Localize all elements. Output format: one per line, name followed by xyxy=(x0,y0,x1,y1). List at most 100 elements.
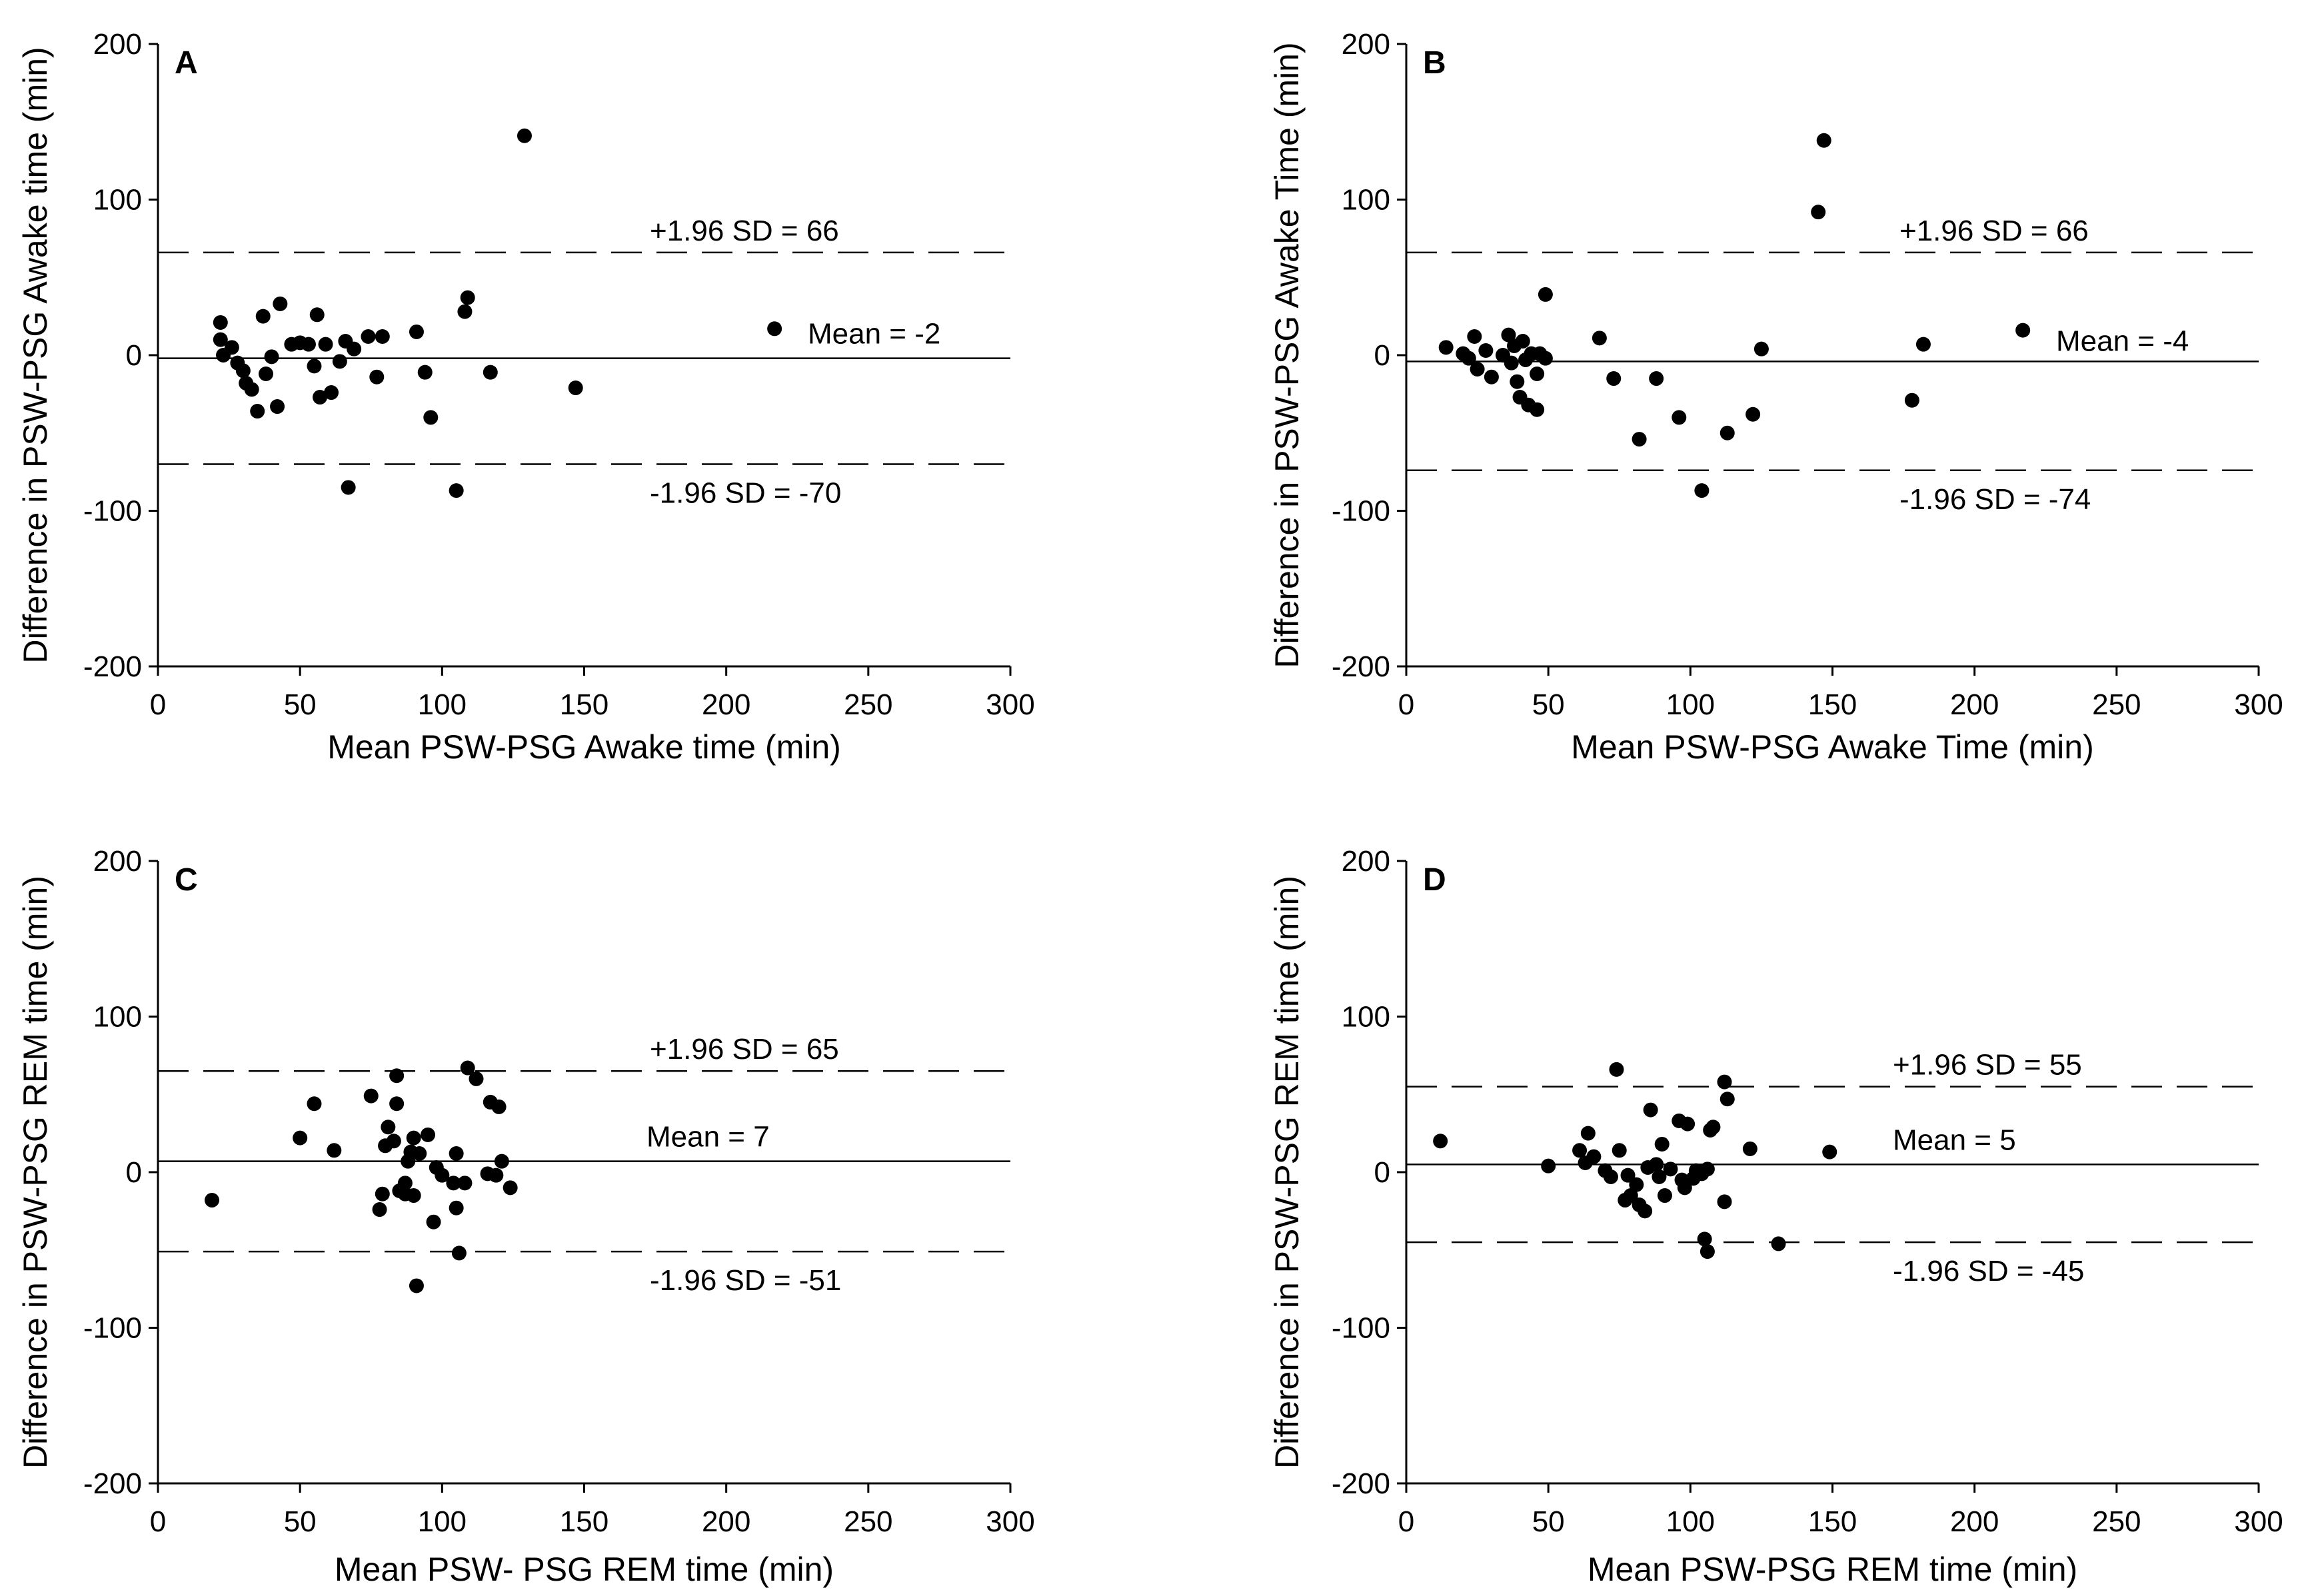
x-tick-label: 300 xyxy=(986,1505,1034,1538)
data-point xyxy=(1706,1120,1721,1135)
data-point xyxy=(1538,351,1553,366)
data-point xyxy=(369,369,385,385)
y-tick-label: 200 xyxy=(93,28,142,61)
data-point xyxy=(255,309,271,324)
y-axis-title: Difference in PSW-PSG Awake time (min) xyxy=(17,47,54,663)
y-tick-label: 0 xyxy=(1374,339,1390,372)
data-point xyxy=(489,1168,504,1183)
data-point xyxy=(460,290,475,305)
data-point xyxy=(483,365,498,380)
data-point xyxy=(1663,1162,1678,1177)
x-tick-label: 100 xyxy=(418,688,467,721)
data-point xyxy=(1438,340,1454,355)
data-point xyxy=(446,1176,461,1191)
lower-limit-label: -1.96 SD = -45 xyxy=(1893,1255,2084,1287)
x-tick-label: 100 xyxy=(1666,688,1715,721)
lower-limit-label: -1.96 SD = -51 xyxy=(650,1264,841,1297)
data-point xyxy=(1654,1136,1670,1152)
data-point xyxy=(1467,329,1482,344)
data-point xyxy=(1745,406,1761,422)
mean-label: Mean = 7 xyxy=(646,1121,770,1154)
data-point xyxy=(244,382,259,397)
data-point xyxy=(1649,1157,1664,1172)
x-tick-label: 300 xyxy=(986,688,1034,721)
x-axis-title: Mean PSW-PSG REM time (min) xyxy=(1588,1551,2077,1588)
data-point xyxy=(1822,1144,1837,1160)
data-point xyxy=(1700,1162,1715,1177)
y-tick-label: 100 xyxy=(93,1001,142,1034)
panel-letter: B xyxy=(1423,45,1446,81)
data-point xyxy=(1720,1092,1735,1107)
data-point xyxy=(406,1130,421,1146)
data-point xyxy=(307,359,322,374)
x-tick-label: 200 xyxy=(1950,688,1999,721)
x-tick-label: 0 xyxy=(1398,688,1414,721)
data-point xyxy=(397,1176,413,1191)
panel-letter: D xyxy=(1423,862,1446,898)
x-tick-label: 300 xyxy=(2234,1505,2283,1538)
upper-limit-label: +1.96 SD = 55 xyxy=(1893,1049,2082,1082)
data-point xyxy=(1632,432,1647,447)
y-tick-label: -200 xyxy=(1332,1467,1390,1500)
x-tick-label: 50 xyxy=(284,688,317,721)
data-point xyxy=(1638,1203,1653,1219)
y-tick-label: 100 xyxy=(1342,1001,1390,1034)
y-tick-label: 0 xyxy=(1374,1156,1390,1189)
lower-limit-label: -1.96 SD = -70 xyxy=(650,476,841,509)
data-point xyxy=(1652,1170,1667,1185)
x-tick-label: 50 xyxy=(284,1505,317,1538)
data-point xyxy=(213,332,228,347)
data-point xyxy=(421,1127,436,1142)
x-tick-label: 300 xyxy=(2234,688,2283,721)
data-point xyxy=(767,321,782,337)
data-point xyxy=(1478,343,1494,358)
data-point xyxy=(1717,1074,1732,1090)
data-point xyxy=(332,354,347,369)
data-point xyxy=(1530,367,1545,382)
data-point xyxy=(1904,393,1919,408)
data-point xyxy=(1461,351,1476,366)
data-point xyxy=(250,404,265,419)
data-point xyxy=(1470,362,1485,377)
data-point xyxy=(264,349,279,365)
data-point xyxy=(1572,1143,1588,1158)
x-tick-label: 150 xyxy=(560,1505,608,1538)
data-point xyxy=(224,340,239,355)
x-tick-label: 0 xyxy=(150,1505,166,1538)
x-tick-label: 100 xyxy=(1666,1505,1715,1538)
data-point xyxy=(1592,331,1607,346)
data-point xyxy=(1580,1126,1596,1141)
data-point xyxy=(1753,341,1769,357)
x-tick-label: 150 xyxy=(1808,1505,1857,1538)
data-point xyxy=(381,1120,396,1135)
data-point xyxy=(1620,1168,1636,1183)
y-tick-label: 100 xyxy=(1342,184,1390,217)
x-tick-label: 200 xyxy=(1950,1505,1999,1538)
data-point xyxy=(213,315,228,330)
data-point xyxy=(457,304,473,319)
data-point xyxy=(324,385,339,400)
data-point xyxy=(1609,1062,1624,1077)
data-point xyxy=(1629,1177,1644,1192)
data-point xyxy=(301,337,316,352)
data-point xyxy=(1515,333,1530,349)
data-point xyxy=(341,480,356,495)
data-point xyxy=(1504,355,1519,371)
data-point xyxy=(1677,1180,1692,1196)
x-tick-label: 50 xyxy=(1532,688,1565,721)
x-tick-label: 200 xyxy=(702,1505,750,1538)
data-point xyxy=(426,1214,441,1229)
data-point xyxy=(1680,1116,1696,1132)
data-point xyxy=(449,1146,464,1161)
data-point xyxy=(1915,337,1931,352)
y-tick-label: -200 xyxy=(1332,650,1390,683)
data-point xyxy=(1816,133,1831,148)
data-point xyxy=(460,1060,475,1076)
data-point xyxy=(327,1143,342,1158)
upper-limit-label: +1.96 SD = 66 xyxy=(650,215,839,247)
data-point xyxy=(389,1096,405,1112)
data-point xyxy=(517,128,532,143)
data-point xyxy=(205,1193,220,1208)
